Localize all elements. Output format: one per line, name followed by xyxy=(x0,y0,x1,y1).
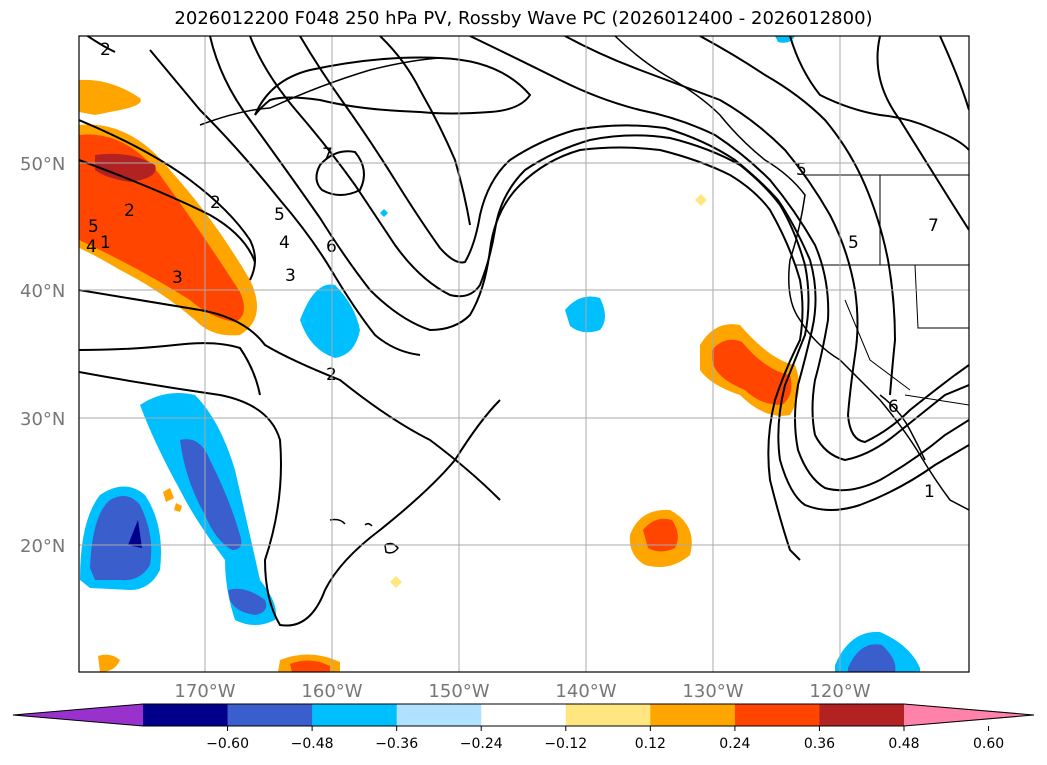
political-borders xyxy=(795,174,969,406)
contour-labels: 2 1 2 7 2 5 4 3 6 3 4 5 2 5 6 1 7 5 xyxy=(86,40,939,502)
colorbar-ticks: −0.60 −0.48 −0.36 −0.24 −0.12 0.12 0.24 0.36 0.4… xyxy=(206,726,1004,752)
lon-label: 150°W xyxy=(428,681,489,702)
latitude-labels: 50°N 40°N 30°N 20°N xyxy=(20,154,65,557)
contour-label: 7 xyxy=(322,145,333,165)
coastlines xyxy=(199,36,969,554)
longitude-labels: 170°W 160°W 150°W 140°W 130°W 120°W xyxy=(174,681,870,702)
colorbar-tick-label: −0.60 xyxy=(206,736,249,752)
contour-label: 2 xyxy=(326,365,337,385)
lon-label: 160°W xyxy=(301,681,362,702)
contour-label: 3 xyxy=(172,268,183,288)
colorbar-tick-label: 0.60 xyxy=(973,736,1004,752)
contour-label: 2 xyxy=(124,201,135,221)
lon-label: 120°W xyxy=(809,681,870,702)
lat-label: 20°N xyxy=(20,536,65,557)
lon-label: 140°W xyxy=(555,681,616,702)
contour-label: 1 xyxy=(100,233,111,253)
lon-label: 130°W xyxy=(682,681,743,702)
colorbar-segment xyxy=(481,704,567,726)
colorbar-outline xyxy=(12,703,1035,727)
map-title: 2026012200 F048 250 hPa PV, Rossby Wave … xyxy=(174,8,873,29)
colorbar-segment xyxy=(819,704,905,726)
colorbar-extend-min xyxy=(13,704,143,726)
contour-label: 6 xyxy=(326,237,337,257)
colorbar-segment xyxy=(143,704,229,726)
contour-label: 4 xyxy=(86,237,97,257)
colorbar-segment xyxy=(312,704,398,726)
colorbar-tick-label: 0.36 xyxy=(804,736,835,752)
colorbar-segment xyxy=(396,704,482,726)
colorbar-tick-label: 0.24 xyxy=(719,736,750,752)
colorbar-tick-label: 0.12 xyxy=(635,736,666,752)
contour-label: 2 xyxy=(210,193,221,213)
lat-label: 50°N xyxy=(20,154,65,175)
contour-label: 5 xyxy=(88,217,99,237)
contour-label: 5 xyxy=(274,205,285,225)
colorbar-tick-label: 0.48 xyxy=(888,736,919,752)
contour-label: 5 xyxy=(796,160,807,180)
lat-label: 40°N xyxy=(20,281,65,302)
contour-label: 5 xyxy=(848,233,859,253)
contour-label: 2 xyxy=(100,40,111,60)
map-frame xyxy=(78,35,970,673)
pv-shading xyxy=(79,36,920,672)
colorbar-segment xyxy=(565,704,651,726)
gridlines xyxy=(79,36,969,672)
colorbar-tick-label: −0.24 xyxy=(460,736,503,752)
contour-label: 3 xyxy=(285,266,296,286)
contour-label: 4 xyxy=(279,233,290,253)
colorbar-tick-label: −0.48 xyxy=(291,736,334,752)
colorbar-segments xyxy=(12,703,1035,727)
colorbar-extend-max xyxy=(904,704,1034,726)
colorbar-tick-label: −0.12 xyxy=(544,736,587,752)
colorbar-tick-label: −0.36 xyxy=(375,736,418,752)
lon-label: 170°W xyxy=(174,681,235,702)
colorbar-segment xyxy=(650,704,736,726)
contour-label: 7 xyxy=(928,216,939,236)
contour-label: 1 xyxy=(924,482,935,502)
pc-contours xyxy=(79,36,969,627)
contour-label: 6 xyxy=(888,397,899,417)
colorbar-segment xyxy=(734,704,820,726)
lat-label: 30°N xyxy=(20,409,65,430)
colorbar-segment xyxy=(227,704,313,726)
map-plot-area: 2 1 2 7 2 5 4 3 6 3 4 5 2 5 6 1 7 5 xyxy=(79,36,969,672)
